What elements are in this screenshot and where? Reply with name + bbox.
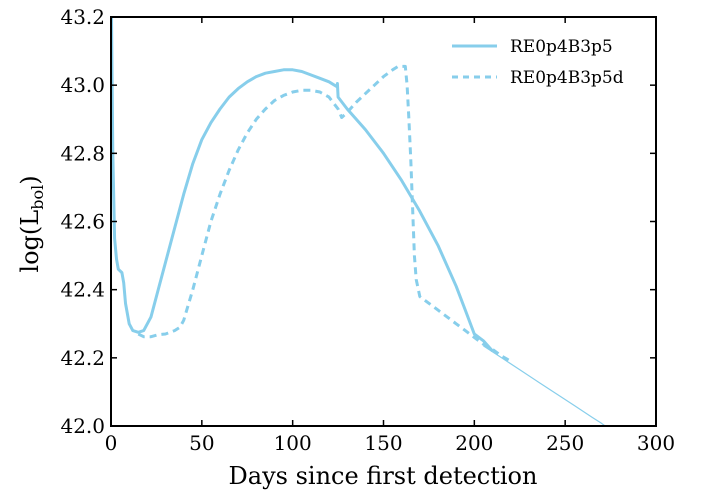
x-axis-label: Days since first detection	[229, 462, 538, 490]
axis-ticks	[110, 16, 657, 427]
legend: RE0p4B3p5 RE0p4B3p5d	[452, 37, 624, 88]
x-tick-label: 200	[455, 431, 493, 455]
series-line-thin	[483, 345, 606, 427]
y-tick-label: 42.6	[60, 210, 105, 234]
legend-label-solid: RE0p4B3p5	[510, 37, 613, 57]
x-tick-label: 100	[274, 431, 312, 455]
y-tick-label: 42.0	[60, 414, 105, 438]
legend-label-dashed: RE0p4B3p5d	[510, 68, 624, 88]
x-tick-label: 250	[546, 431, 584, 455]
y-axis-label-main: log(L	[16, 210, 44, 273]
y-axis-label-close: )	[16, 175, 44, 184]
series-line-dashed	[137, 64, 512, 363]
y-tick-label: 43.2	[60, 5, 105, 29]
y-tick-labels: 42.0 42.2 42.4 42.6 42.8 43.0 43.2	[60, 5, 105, 438]
y-tick-label: 42.8	[60, 141, 105, 165]
plot-lines	[110, 16, 606, 427]
y-axis-label: log(Lbol)	[16, 175, 47, 272]
x-tick-label: 150	[364, 431, 402, 455]
series-line-solid	[110, 16, 494, 352]
x-tick-label: 0	[105, 431, 118, 455]
y-tick-label: 43.0	[60, 73, 105, 97]
x-tick-label: 50	[189, 431, 214, 455]
y-tick-label: 42.4	[60, 278, 105, 302]
y-tick-label: 42.2	[60, 346, 105, 370]
x-tick-labels: 0 50 100 150 200 250 300	[105, 431, 675, 455]
x-tick-label: 300	[637, 431, 675, 455]
y-axis-label-subscript: bol	[28, 185, 47, 210]
